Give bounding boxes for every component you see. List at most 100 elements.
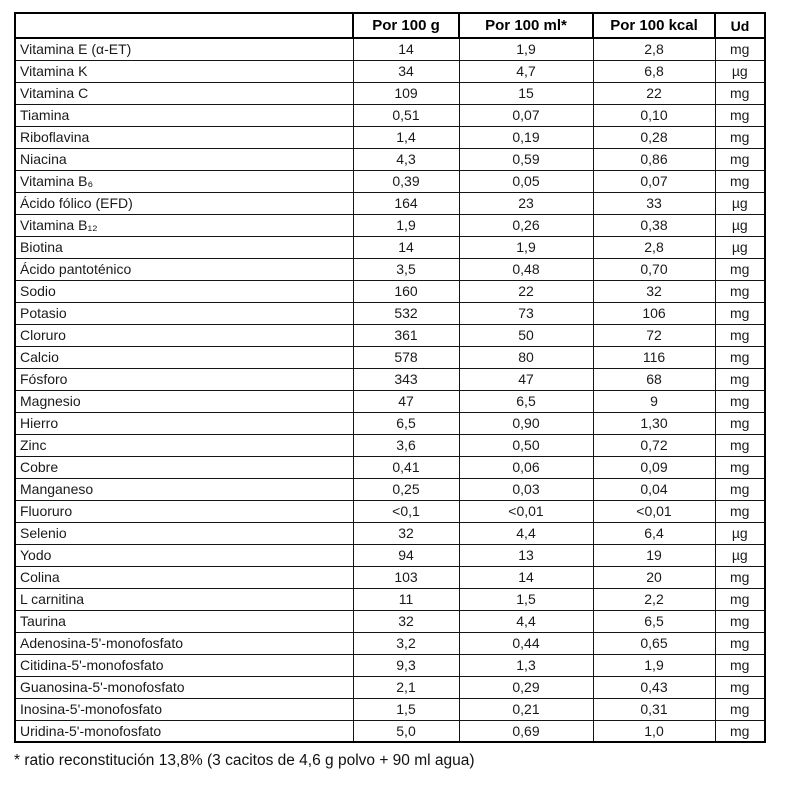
value-per-100g: 2,1 <box>352 675 460 699</box>
nutrient-label: Uridina-5'-monofosfato <box>14 719 354 743</box>
unit: mg <box>714 257 766 281</box>
table-row: Adenosina-5'-monofosfato 3,2 0,44 0,65 m… <box>14 631 766 655</box>
value-per-100g: 160 <box>352 279 460 303</box>
value-per-100ml: 0,69 <box>458 719 594 743</box>
unit: mg <box>714 455 766 479</box>
nutrient-label: Zinc <box>14 433 354 457</box>
table-row: Uridina-5'-monofosfato 5,0 0,69 1,0 mg <box>14 719 766 743</box>
value-per-100ml: 4,4 <box>458 521 594 545</box>
value-per-100g: 32 <box>352 521 460 545</box>
unit: mg <box>714 37 766 61</box>
table-row: Magnesio 47 6,5 9 mg <box>14 389 766 413</box>
value-per-100kcal: 0,31 <box>592 697 716 721</box>
value-per-100kcal: 20 <box>592 565 716 589</box>
table-row: Vitamina C 109 15 22 mg <box>14 81 766 105</box>
value-per-100g: 3,2 <box>352 631 460 655</box>
header-row: Por 100 g Por 100 ml* Por 100 kcal Ud <box>14 12 766 39</box>
value-per-100g: 6,5 <box>352 411 460 435</box>
unit: mg <box>714 631 766 655</box>
value-per-100kcal: 116 <box>592 345 716 369</box>
value-per-100g: 14 <box>352 235 460 259</box>
nutrient-label: Potasio <box>14 301 354 325</box>
value-per-100ml: 0,06 <box>458 455 594 479</box>
nutrient-label: Fluoruro <box>14 499 354 523</box>
value-per-100ml: 1,9 <box>458 37 594 61</box>
table-row: Taurina 32 4,4 6,5 mg <box>14 609 766 633</box>
value-per-100kcal: <0,01 <box>592 499 716 523</box>
nutrient-label: Fósforo <box>14 367 354 391</box>
value-per-100g: 1,9 <box>352 213 460 237</box>
value-per-100kcal: 6,8 <box>592 59 716 83</box>
value-per-100kcal: 9 <box>592 389 716 413</box>
value-per-100g: 343 <box>352 367 460 391</box>
unit: mg <box>714 279 766 303</box>
header-per-100kcal: Por 100 kcal <box>592 12 716 39</box>
value-per-100ml: 73 <box>458 301 594 325</box>
table-row: Fluoruro <0,1 <0,01 <0,01 mg <box>14 499 766 523</box>
nutrient-label: Cobre <box>14 455 354 479</box>
value-per-100g: 94 <box>352 543 460 567</box>
value-per-100g: 109 <box>352 81 460 105</box>
value-per-100kcal: 1,0 <box>592 719 716 743</box>
nutrient-label: Tiamina <box>14 103 354 127</box>
value-per-100kcal: 33 <box>592 191 716 215</box>
nutrient-label: Hierro <box>14 411 354 435</box>
table-row: Guanosina-5'-monofosfato 2,1 0,29 0,43 m… <box>14 675 766 699</box>
table-row: Ácido pantoténico 3,5 0,48 0,70 mg <box>14 257 766 281</box>
value-per-100kcal: 2,2 <box>592 587 716 611</box>
unit: µg <box>714 543 766 567</box>
nutrient-label: Taurina <box>14 609 354 633</box>
unit: mg <box>714 477 766 501</box>
nutrient-label: Yodo <box>14 543 354 567</box>
value-per-100ml: 0,48 <box>458 257 594 281</box>
value-per-100ml: 15 <box>458 81 594 105</box>
table-row: Cloruro 361 50 72 mg <box>14 323 766 347</box>
value-per-100ml: 6,5 <box>458 389 594 413</box>
footnote: * ratio reconstitución 13,8% (3 cacitos … <box>14 752 475 769</box>
nutrient-label: Citidina-5'-monofosfato <box>14 653 354 677</box>
table-row: Potasio 532 73 106 mg <box>14 301 766 325</box>
unit: µg <box>714 213 766 237</box>
nutrient-label: Cloruro <box>14 323 354 347</box>
unit: µg <box>714 521 766 545</box>
value-per-100kcal: 0,10 <box>592 103 716 127</box>
value-per-100ml: 0,50 <box>458 433 594 457</box>
value-per-100kcal: 32 <box>592 279 716 303</box>
value-per-100ml: 23 <box>458 191 594 215</box>
value-per-100g: 103 <box>352 565 460 589</box>
unit: mg <box>714 433 766 457</box>
value-per-100ml: 50 <box>458 323 594 347</box>
table-row: Riboflavina 1,4 0,19 0,28 mg <box>14 125 766 149</box>
value-per-100ml: 0,26 <box>458 213 594 237</box>
nutrient-label: Vitamina K <box>14 59 354 83</box>
unit: µg <box>714 59 766 83</box>
value-per-100kcal: 0,07 <box>592 169 716 193</box>
value-per-100ml: 0,29 <box>458 675 594 699</box>
value-per-100ml: 22 <box>458 279 594 303</box>
unit: mg <box>714 147 766 171</box>
value-per-100ml: <0,01 <box>458 499 594 523</box>
value-per-100ml: 0,03 <box>458 477 594 501</box>
nutrient-label: Sodio <box>14 279 354 303</box>
value-per-100ml: 14 <box>458 565 594 589</box>
table-row: Fósforo 343 47 68 mg <box>14 367 766 391</box>
unit: µg <box>714 235 766 259</box>
table-row: Selenio 32 4,4 6,4 µg <box>14 521 766 545</box>
nutrient-label: Selenio <box>14 521 354 545</box>
unit: mg <box>714 697 766 721</box>
unit: mg <box>714 367 766 391</box>
table-body: Vitamina E (α-ET) 14 1,9 2,8 mg Vitamina… <box>14 37 766 743</box>
table-row: Yodo 94 13 19 µg <box>14 543 766 567</box>
unit: mg <box>714 565 766 589</box>
nutrient-label: Magnesio <box>14 389 354 413</box>
table-row: Cobre 0,41 0,06 0,09 mg <box>14 455 766 479</box>
nutrition-table: Por 100 g Por 100 ml* Por 100 kcal Ud Vi… <box>14 12 766 743</box>
value-per-100g: 0,39 <box>352 169 460 193</box>
value-per-100g: 532 <box>352 301 460 325</box>
table-row: Sodio 160 22 32 mg <box>14 279 766 303</box>
nutrient-label: Biotina <box>14 235 354 259</box>
table-row: Ácido fólico (EFD) 164 23 33 µg <box>14 191 766 215</box>
value-per-100g: 1,5 <box>352 697 460 721</box>
unit: mg <box>714 411 766 435</box>
